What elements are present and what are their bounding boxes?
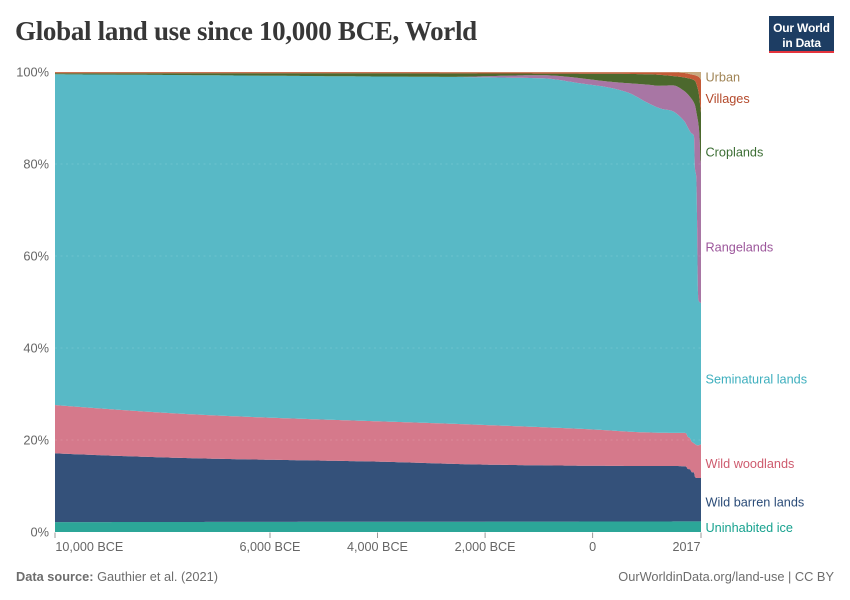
svg-text:60%: 60%	[23, 249, 49, 264]
svg-text:Seminatural lands: Seminatural lands	[706, 373, 808, 387]
svg-text:Wild woodlands: Wild woodlands	[706, 457, 795, 471]
svg-text:20%: 20%	[23, 433, 49, 448]
svg-text:Rangelands: Rangelands	[706, 241, 774, 255]
svg-text:6,000 BCE: 6,000 BCE	[240, 540, 301, 554]
svg-text:0: 0	[589, 540, 596, 554]
svg-text:Wild barren lands: Wild barren lands	[706, 496, 805, 510]
svg-text:2,000 BCE: 2,000 BCE	[455, 540, 516, 554]
svg-text:Croplands: Croplands	[706, 146, 764, 160]
svg-text:4,000 BCE: 4,000 BCE	[347, 540, 408, 554]
svg-text:Villages: Villages	[706, 92, 750, 106]
svg-text:80%: 80%	[23, 157, 49, 172]
svg-text:40%: 40%	[23, 341, 49, 356]
svg-text:Urban: Urban	[706, 71, 741, 85]
svg-text:2017: 2017	[672, 540, 700, 554]
svg-text:10,000 BCE: 10,000 BCE	[55, 540, 123, 554]
svg-text:0%: 0%	[31, 525, 50, 540]
svg-text:Uninhabited ice: Uninhabited ice	[706, 521, 793, 535]
svg-text:100%: 100%	[16, 65, 49, 80]
